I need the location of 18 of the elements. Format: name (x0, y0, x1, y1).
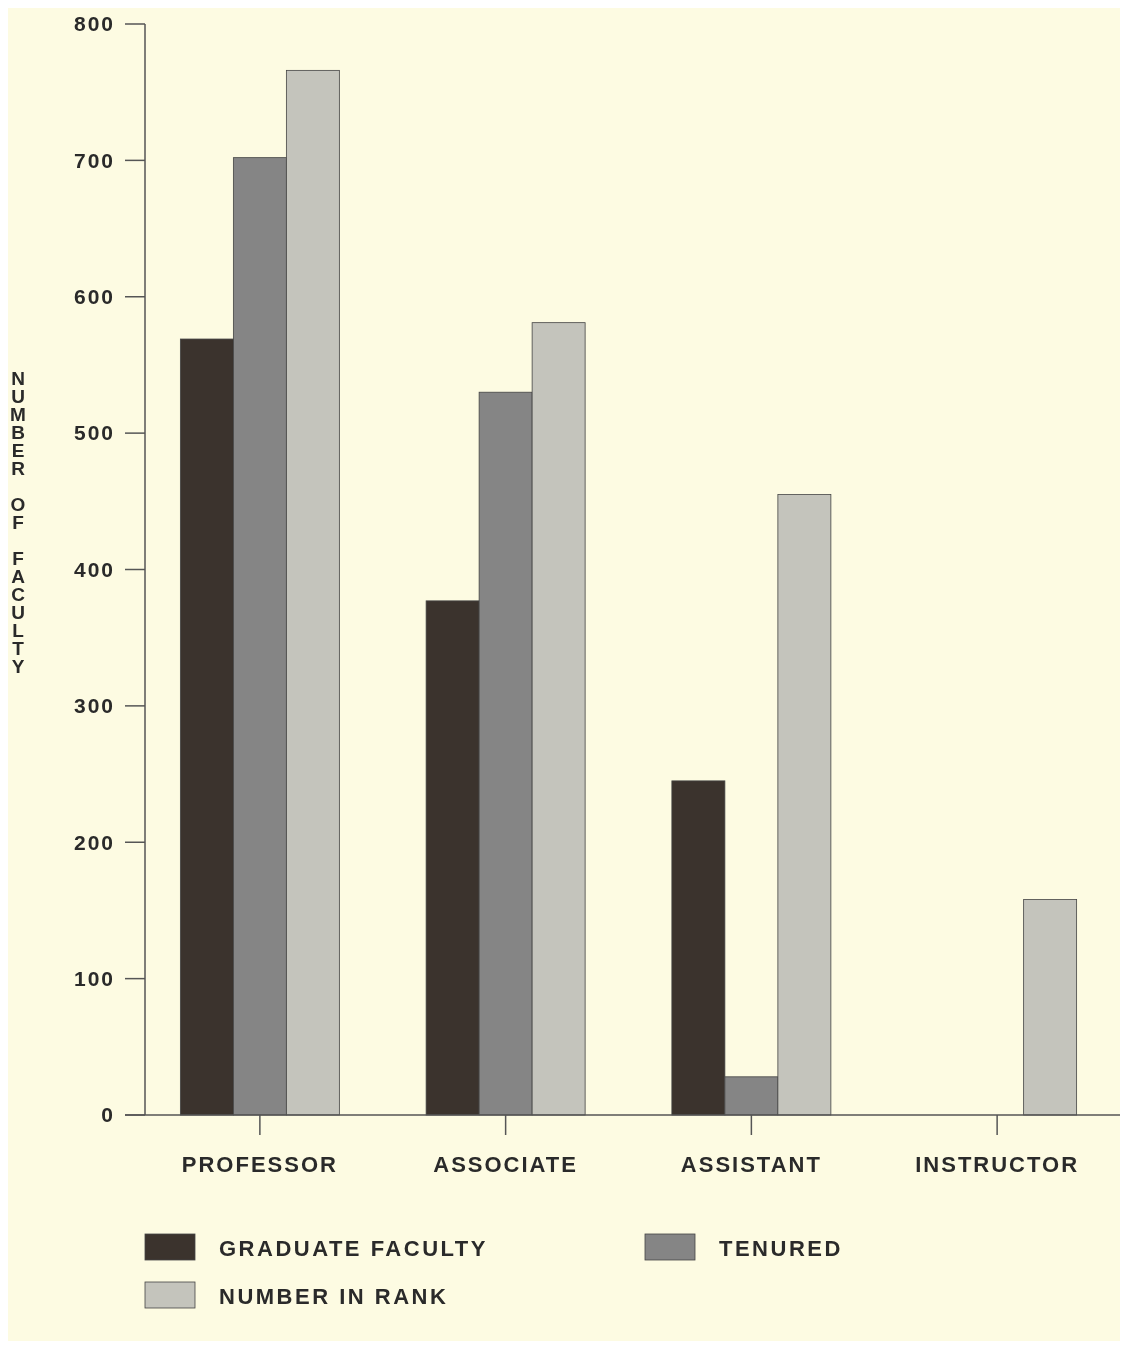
y-tick-label: 300 (73, 694, 115, 718)
bar (1023, 899, 1078, 1116)
y-tick-label: 700 (73, 148, 115, 172)
x-tick-label: ASSOCIATE (433, 1152, 578, 1177)
y-tick-label: 0 (101, 1103, 115, 1127)
x-tick-label: ASSISTANT (680, 1152, 822, 1177)
y-tick-label: 600 (73, 285, 115, 309)
y-tick-label: 100 (73, 966, 115, 990)
legend-label: GRADUATE FACULTY (219, 1236, 488, 1261)
y-tick-label: 200 (73, 830, 115, 854)
y-tick-label: 400 (73, 557, 115, 581)
y-axis-title: NUMBER OF FACULTY (7, 368, 29, 674)
y-tick-label: 500 (73, 421, 115, 445)
y-tick-label: 800 (73, 12, 115, 36)
x-tick-label: PROFESSOR (181, 1152, 338, 1177)
x-tick-label: INSTRUCTOR (915, 1152, 1080, 1177)
legend-label: NUMBER IN RANK (219, 1284, 449, 1309)
legend-label: TENURED (719, 1236, 843, 1261)
